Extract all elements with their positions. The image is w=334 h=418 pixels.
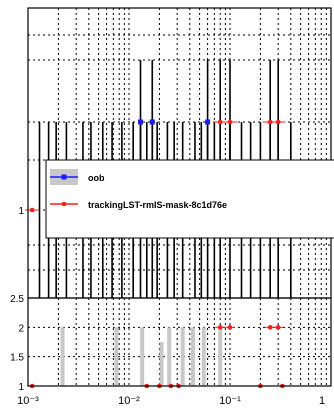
main-series-point <box>205 119 211 125</box>
ratio-bar <box>60 327 65 386</box>
ratio-bar <box>167 327 172 386</box>
ratio-bar <box>159 342 164 386</box>
x-tick-label: 1 <box>319 395 325 407</box>
ratio-bar <box>201 327 206 386</box>
legend-marker <box>61 174 67 180</box>
legend-label: oob <box>88 173 105 183</box>
ratio-y-tick-label: 1.5 <box>10 353 24 364</box>
legend-box <box>45 159 334 239</box>
ratio-y-tick-label: 2 <box>18 323 24 334</box>
ratio-bar <box>218 327 223 386</box>
ratio-bar <box>180 327 185 386</box>
ratio-bar <box>190 327 195 386</box>
legend: oob trackingLST-rmIS-mask-8c1d76e <box>45 159 334 239</box>
main-series-point <box>138 119 144 125</box>
ratio-axes-box <box>27 297 332 387</box>
ratio-plot-frame <box>27 297 332 389</box>
main-plot-frame <box>25 7 332 299</box>
ratio-y-tick-label: 1 <box>18 382 24 393</box>
legend-label: trackingLST-rmIS-mask-8c1d76e <box>88 200 227 210</box>
ratio-bar <box>114 327 119 386</box>
main-axes-box <box>27 7 332 299</box>
axis-tick-labels: 10⁻³ 10⁻² 10⁻¹ 1 1 1 1.5 2 2.5 <box>10 206 325 407</box>
x-tick-label: 10⁻¹ <box>219 395 241 407</box>
ratio-bar <box>140 327 145 386</box>
ratio-y-tick-label: 2.5 <box>10 294 24 305</box>
x-tick-label: 10⁻³ <box>17 395 39 407</box>
main-series-point <box>149 119 155 125</box>
x-tick-label: 10⁻² <box>118 395 140 407</box>
legend-marker <box>61 201 67 207</box>
main-y-tick-label: 1 <box>18 206 24 217</box>
